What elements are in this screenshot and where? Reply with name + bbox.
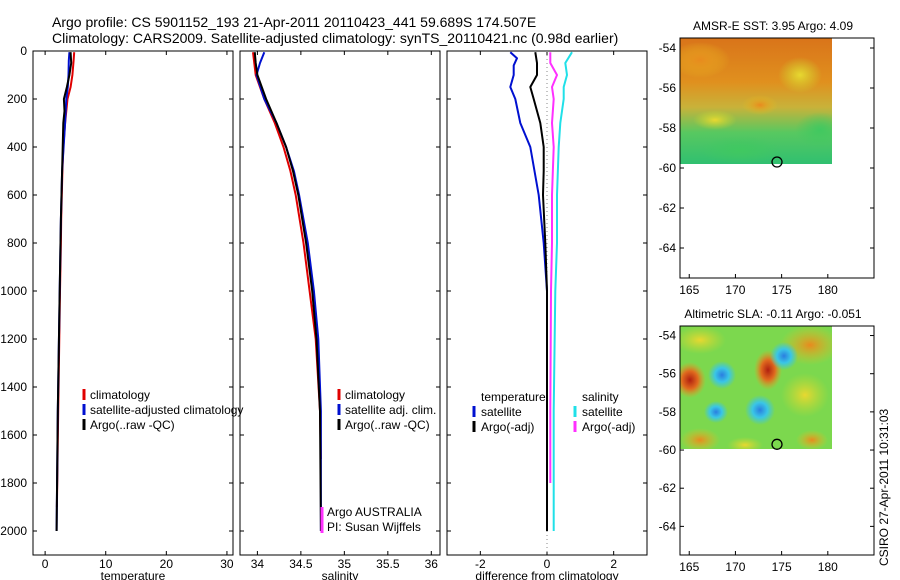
y-tick-label: -58 bbox=[659, 405, 677, 419]
legend-label: Argo(..raw -QC) bbox=[90, 418, 175, 432]
x-tick-label: 2 bbox=[610, 557, 617, 571]
x-tick-label: 30 bbox=[220, 557, 234, 571]
y-tick-label: 1400 bbox=[0, 380, 27, 394]
map-panel-altimetric_sla: Altimetric SLA: -0.11 Argo: -0.051 -54 -56… bbox=[659, 307, 874, 574]
y-tick-label: 1600 bbox=[0, 428, 27, 442]
sla-map-image bbox=[680, 326, 832, 449]
legend-label: Argo(-adj) bbox=[582, 420, 635, 434]
series-line-salinity-satellite bbox=[552, 51, 573, 531]
x-axis-label: salinity bbox=[322, 569, 359, 580]
panel-temperature: 0 200 400 600 800 1000 1200 1400 1600 1800 2000 0 10… bbox=[0, 44, 243, 580]
legend-title: temperature bbox=[481, 390, 546, 404]
x-tick-label: 175 bbox=[772, 283, 792, 297]
y-tick-label: -54 bbox=[659, 329, 677, 343]
y-tick-label: -64 bbox=[659, 519, 677, 533]
y-tick-label: 1000 bbox=[0, 284, 27, 298]
series-line-climatology bbox=[252, 52, 322, 460]
panel-frame bbox=[32, 50, 234, 556]
series-line-salinity-argo-adj- bbox=[549, 52, 558, 483]
y-tick-label: -56 bbox=[659, 81, 677, 95]
legend-title: salinity bbox=[582, 390, 619, 404]
x-axis-label: difference from climatology bbox=[475, 569, 618, 580]
series-line-temperature-argo-adj- bbox=[529, 52, 548, 531]
x-tick-label: 35.5 bbox=[376, 557, 400, 571]
x-tick-label: 180 bbox=[818, 560, 838, 574]
y-tick-label: 600 bbox=[7, 188, 27, 202]
y-tick-label: 1200 bbox=[0, 332, 27, 346]
x-tick-label: 36 bbox=[425, 557, 439, 571]
legend-label: satellite adj. clim. bbox=[345, 403, 436, 417]
x-tick-label: 165 bbox=[679, 560, 699, 574]
y-tick-label: 400 bbox=[7, 140, 27, 154]
series-line-temperature-satellite bbox=[509, 51, 548, 531]
float-position-marker bbox=[771, 156, 783, 168]
y-tick-label: -60 bbox=[659, 161, 677, 175]
legend-label: satellite bbox=[481, 405, 522, 419]
y-tick-label: 200 bbox=[7, 92, 27, 106]
legend-label: Argo(-adj) bbox=[481, 420, 534, 434]
y-tick-label: -54 bbox=[659, 41, 677, 55]
x-tick-label: 0 bbox=[544, 557, 551, 571]
x-tick-label: 0 bbox=[42, 557, 49, 571]
map-title: Altimetric SLA: -0.11 Argo: -0.051 bbox=[684, 307, 862, 321]
map-frame bbox=[679, 325, 875, 556]
series-line-argo-raw-qc- bbox=[253, 52, 322, 532]
legend-label: climatology bbox=[345, 388, 405, 402]
x-tick-label: 10 bbox=[99, 557, 113, 571]
x-tick-label: 175 bbox=[772, 560, 792, 574]
x-tick-label: 170 bbox=[725, 283, 745, 297]
x-tick-label: -2 bbox=[475, 557, 486, 571]
y-tick-label: 800 bbox=[7, 236, 27, 250]
float-position-marker bbox=[771, 438, 783, 450]
y-tick-label: 2000 bbox=[0, 524, 27, 538]
x-tick-label: 180 bbox=[818, 283, 838, 297]
y-tick-label: -56 bbox=[659, 367, 677, 381]
x-axis-label: temperature bbox=[101, 569, 166, 580]
x-tick-label: 170 bbox=[725, 560, 745, 574]
figure-title-line-2: Climatology: CARS2009. Satellite-adjuste… bbox=[52, 30, 619, 46]
legend-label: satellite bbox=[582, 405, 623, 419]
sst-map-image bbox=[680, 38, 832, 164]
panel-salinity: 34 34.5 35 35.5 36 salinity climatologysatelli… bbox=[239, 50, 441, 580]
series-line-argo-raw-qc- bbox=[55, 52, 73, 532]
legend-label: Argo(..raw -QC) bbox=[345, 418, 430, 432]
annotation-text: PI: Susan Wijffels bbox=[327, 520, 421, 534]
annotation-text: Argo AUSTRALIA bbox=[327, 505, 422, 519]
x-tick-label: 34 bbox=[251, 557, 265, 571]
side-timestamp-label: CSIRO 27-Apr-2011 10:31:03 bbox=[877, 408, 891, 566]
y-tick-label: -62 bbox=[659, 201, 677, 215]
x-tick-label: 20 bbox=[160, 557, 174, 571]
map-frame bbox=[679, 37, 875, 279]
x-tick-label: 34.5 bbox=[289, 557, 313, 571]
series-line-satellite-adj-clim- bbox=[255, 51, 322, 531]
y-tick-label: -64 bbox=[659, 241, 677, 255]
y-tick-label: 1800 bbox=[0, 476, 27, 490]
map-title: AMSR-E SST: 3.95 Argo: 4.09 bbox=[693, 19, 853, 33]
y-tick-label: -58 bbox=[659, 121, 677, 135]
legend-label: climatology bbox=[90, 388, 150, 402]
map-panel-amsr_sst: AMSR-E SST: 3.95 Argo: 4.09 -54 -56 -58 -60 -… bbox=[659, 19, 874, 297]
y-tick-label: 0 bbox=[20, 44, 27, 58]
panel-frame bbox=[239, 50, 441, 556]
legend-label: satellite-adjusted climatology bbox=[90, 403, 243, 417]
figure-title-line-1: Argo profile: CS 5901152_193 21-Apr-2011… bbox=[52, 14, 537, 30]
x-tick-label: 35 bbox=[338, 557, 352, 571]
y-tick-label: -62 bbox=[659, 481, 677, 495]
y-tick-label: -60 bbox=[659, 443, 677, 457]
x-tick-label: 165 bbox=[679, 283, 699, 297]
